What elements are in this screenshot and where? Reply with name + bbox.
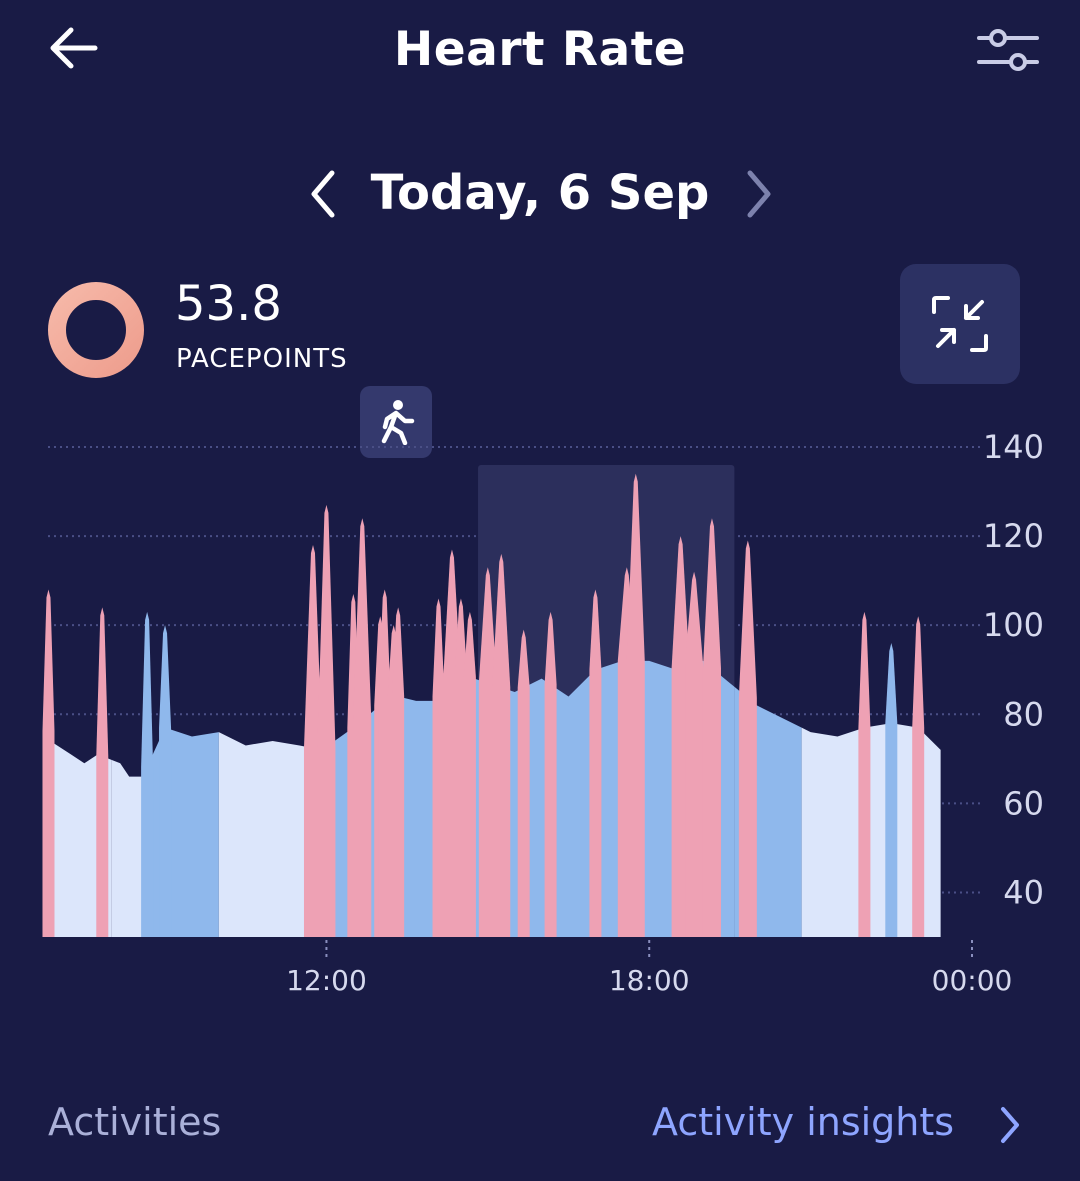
hr-peak-bar [353, 518, 372, 937]
chevron-left-icon [311, 170, 335, 218]
pacepoints-ring [46, 280, 146, 380]
y-tick-label: 100 [983, 606, 1044, 644]
hr-peak-bar [858, 611, 871, 937]
walking-person-icon [381, 400, 415, 445]
next-day-button[interactable] [732, 164, 786, 224]
hr-peak-bar [544, 611, 557, 937]
hr-peak-bar [702, 518, 721, 937]
previous-day-button[interactable] [296, 164, 350, 224]
date-label: Today, 6 Sep [370, 165, 710, 221]
hr-peak-bar [432, 598, 445, 937]
activity-insights-chevron[interactable] [990, 1100, 1030, 1150]
page-title: Heart Rate [393, 22, 687, 77]
hr-peak-bar [317, 504, 336, 937]
hr-peak-bar [141, 611, 154, 937]
arrow-left-icon [50, 27, 98, 69]
hr-peak-bar [738, 540, 757, 937]
filter-button[interactable] [968, 18, 1048, 82]
y-tick-label: 60 [1003, 784, 1044, 822]
pacepoints-value: 53.8 [175, 276, 282, 332]
pacepoints-label: PACEPOINTS [176, 344, 348, 374]
y-tick-label: 140 [983, 428, 1044, 466]
y-tick-label: 120 [983, 517, 1044, 555]
chevron-right-icon [1001, 1107, 1019, 1143]
collapse-arrows-icon [932, 296, 988, 352]
back-button[interactable] [40, 18, 106, 78]
hr-peak-bar [517, 629, 530, 937]
sliders-icon [977, 29, 1039, 71]
x-tick-label: 18:00 [609, 964, 690, 997]
hr-zone-segment [147, 727, 219, 937]
hr-zone-segment [44, 705, 112, 937]
hr-zone-segment [864, 723, 941, 937]
hr-zone-segment [111, 759, 148, 937]
collapse-chart-button[interactable] [900, 264, 1020, 384]
hr-zone-segment [801, 727, 865, 937]
hr-peak-bar [96, 607, 109, 937]
y-tick-label: 80 [1003, 695, 1044, 733]
hr-peak-bar [492, 553, 511, 937]
heart-rate-chart[interactable]: 40 60 80 100 120 140 12:00 18:00 00:00 [0, 420, 1080, 1020]
hr-peak-bar [685, 571, 704, 937]
activities-heading: Activities [48, 1100, 222, 1144]
hr-peak-bar [912, 616, 925, 937]
hr-peak-bar [589, 589, 602, 937]
x-tick-label: 00:00 [932, 964, 1013, 997]
chevron-right-icon [747, 170, 771, 218]
hr-peak-bar [42, 589, 55, 937]
activity-insights-link[interactable]: Activity insights [652, 1100, 955, 1144]
hr-peak-bar [392, 607, 405, 937]
hr-peak-bar [159, 625, 172, 937]
hr-peak-bar [626, 473, 645, 937]
hr-peak-bar [885, 643, 898, 937]
y-tick-label: 40 [1003, 873, 1044, 911]
hr-peak-bar [463, 611, 476, 937]
hr-zone-segment [218, 732, 327, 937]
x-tick-label: 12:00 [286, 964, 367, 997]
